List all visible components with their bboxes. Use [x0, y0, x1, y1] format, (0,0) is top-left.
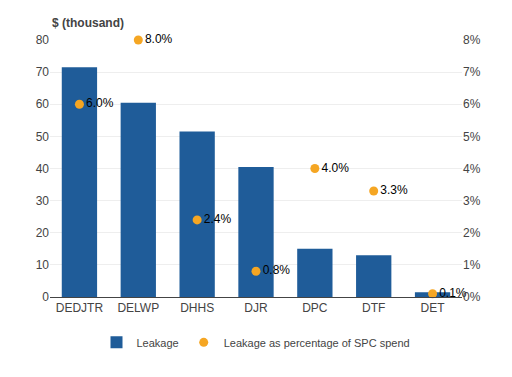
svg-text:DEDJTR: DEDJTR	[56, 301, 104, 315]
svg-text:DELWP: DELWP	[117, 301, 159, 315]
svg-text:60: 60	[36, 97, 50, 111]
svg-text:0.1%: 0.1%	[439, 286, 467, 300]
svg-text:0%: 0%	[463, 290, 481, 304]
svg-text:4.0%: 4.0%	[321, 161, 349, 175]
svg-text:10: 10	[36, 258, 50, 272]
svg-text:30: 30	[36, 194, 50, 208]
svg-text:40: 40	[36, 162, 50, 176]
svg-text:3%: 3%	[463, 194, 481, 208]
svg-text:0: 0	[42, 290, 49, 304]
svg-text:6.0%: 6.0%	[86, 96, 114, 110]
svg-text:2.4%: 2.4%	[204, 212, 232, 226]
svg-text:2%: 2%	[463, 226, 481, 240]
svg-text:70: 70	[36, 65, 50, 79]
svg-text:DTF: DTF	[362, 301, 385, 315]
svg-text:DHHS: DHHS	[180, 301, 214, 315]
svg-text:3.3%: 3.3%	[380, 183, 408, 197]
svg-text:Leakage: Leakage	[137, 337, 179, 349]
svg-text:4%: 4%	[463, 162, 481, 176]
svg-text:DET: DET	[421, 301, 446, 315]
svg-text:8%: 8%	[463, 33, 481, 47]
svg-text:50: 50	[36, 130, 50, 144]
svg-text:6%: 6%	[463, 97, 481, 111]
svg-text:Leakage as percentage of SPC s: Leakage as percentage of SPC spend	[224, 337, 410, 349]
svg-text:80: 80	[36, 33, 50, 47]
svg-text:DJR: DJR	[244, 301, 268, 315]
svg-text:5%: 5%	[463, 130, 481, 144]
svg-text:$ (thousand): $ (thousand)	[52, 16, 124, 30]
svg-text:8.0%: 8.0%	[145, 32, 173, 46]
svg-text:20: 20	[36, 226, 50, 240]
svg-text:DPC: DPC	[302, 301, 328, 315]
svg-text:7%: 7%	[463, 65, 481, 79]
svg-text:1%: 1%	[463, 258, 481, 272]
svg-text:0.8%: 0.8%	[263, 263, 291, 277]
